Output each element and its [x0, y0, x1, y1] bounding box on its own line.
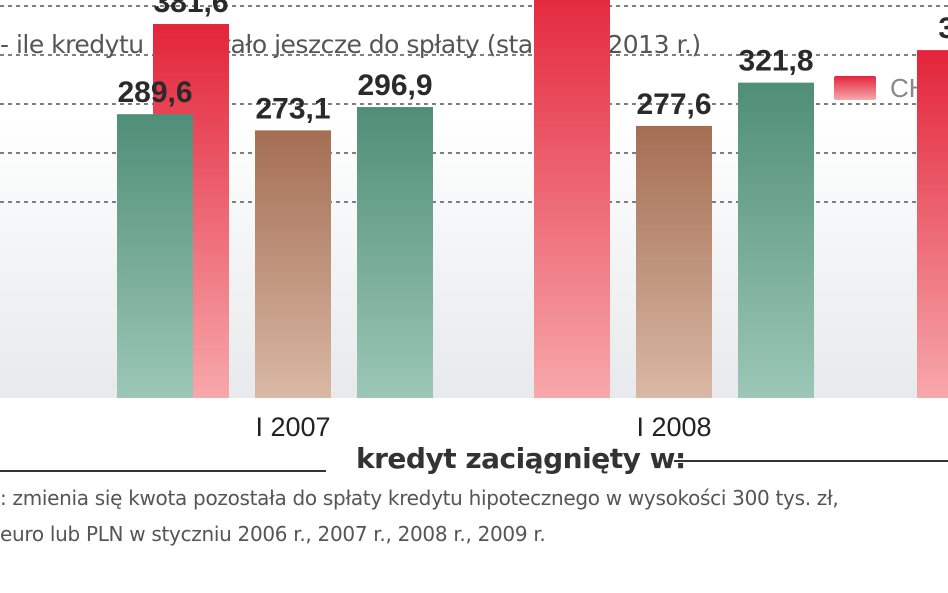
value-label-chf-1: 381,6 [153, 0, 228, 19]
footnote-line-1: : zmienia się kwota pozostała do spłaty … [0, 486, 839, 510]
x-axis-rule-right [674, 460, 948, 462]
value-label-eur-2: 277,6 [636, 88, 711, 121]
value-label-pln-1: 296,9 [357, 69, 432, 102]
category-label-1: I 2007 [255, 412, 330, 442]
value-label-pln-0: 289,6 [117, 76, 192, 109]
bar-eur-2 [636, 125, 712, 399]
footnote-line-2: euro lub PLN w styczniu 2006 r., 2007 r.… [0, 522, 546, 546]
value-label-pln-2: 321,8 [738, 45, 813, 78]
bar-pln-0 [117, 114, 193, 398]
bars [117, 0, 948, 399]
value-label-chf-3: 35 [938, 12, 948, 45]
category-labels: I 2007 I 2008 [255, 412, 711, 442]
bar-pln-1 [357, 107, 433, 399]
x-axis-title: kredyt zaciągnięty w: [356, 442, 686, 475]
category-label-2: I 2008 [636, 412, 711, 442]
x-axis-rule-left [0, 470, 326, 472]
value-label-eur-1: 273,1 [255, 92, 330, 125]
gridlines [0, 5, 948, 203]
bar-chf-3 [917, 50, 948, 398]
bar-pln-2 [738, 82, 814, 399]
bar-eur-1 [255, 130, 331, 398]
bar-chf-2 [534, 0, 610, 399]
legend-swatch-chf [834, 76, 876, 100]
